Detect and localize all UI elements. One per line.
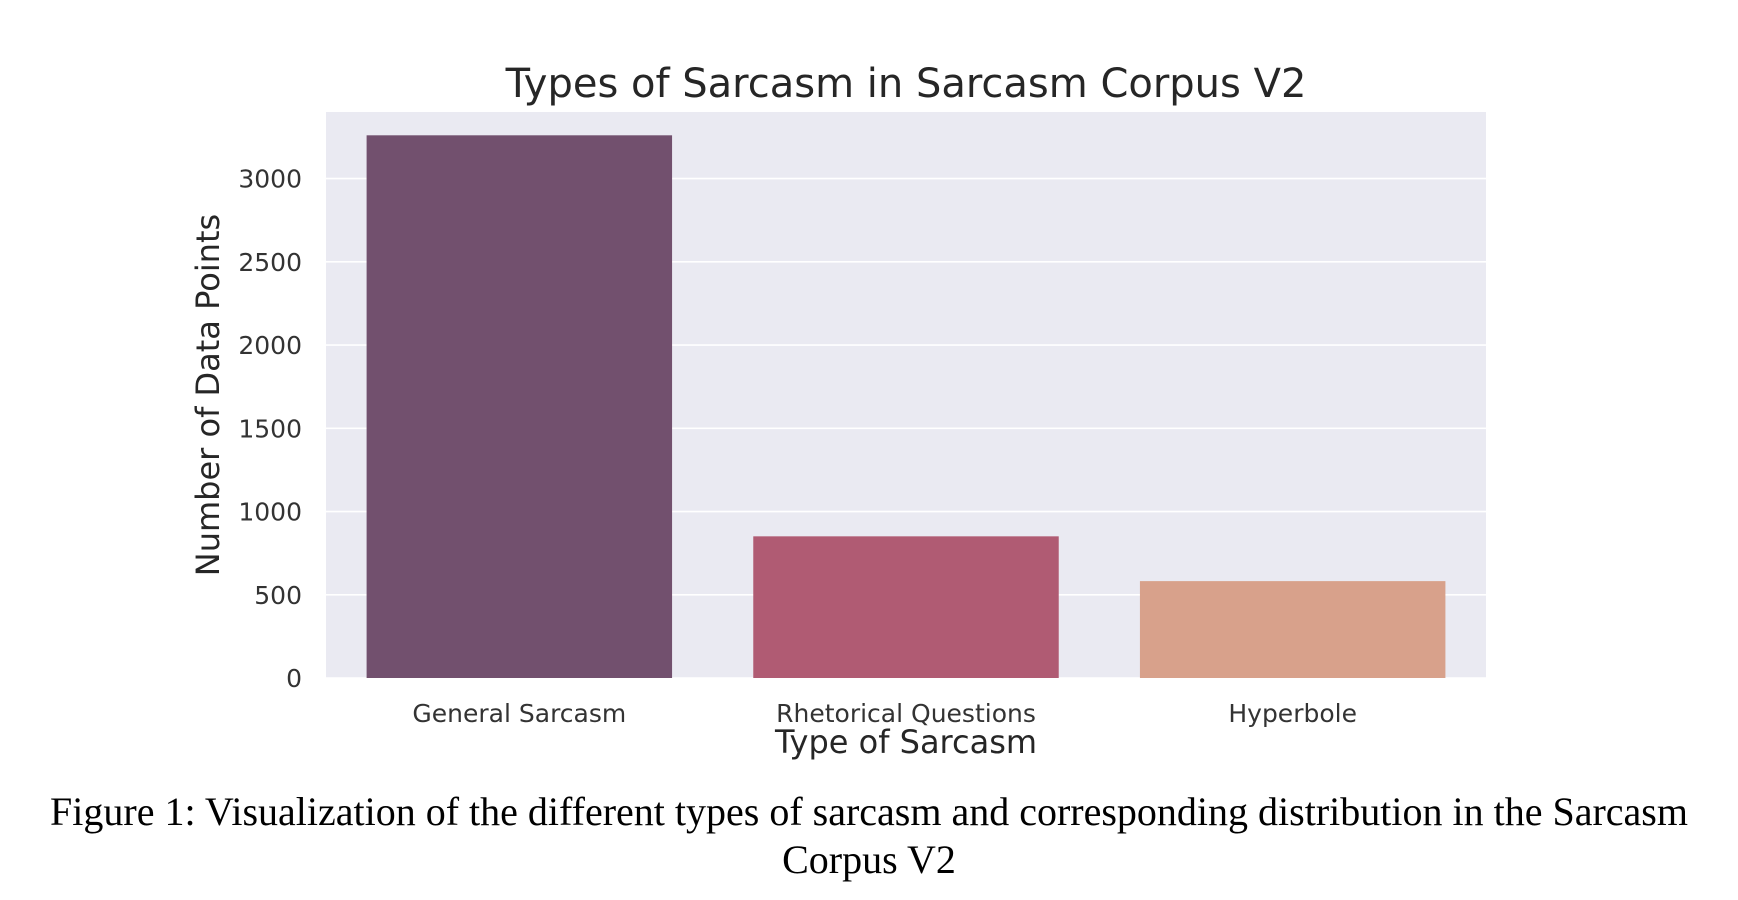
bar-general-sarcasm: [366, 135, 673, 678]
x-tick-label: General Sarcasm: [412, 699, 626, 728]
bars: [366, 135, 1446, 678]
y-tick-label: 500: [254, 581, 302, 610]
bar-chart: 0 500 1000 1500 2000 2500 3000 General Sarcasm…: [189, 61, 1486, 761]
x-tick-label: Rhetorical Questions: [776, 699, 1036, 728]
y-tick-label: 0: [286, 664, 302, 693]
bar-rhetorical-questions: [753, 536, 1059, 678]
y-tick-label: 3000: [238, 165, 302, 194]
figure-caption: Figure 1: Visualization of the different…: [50, 789, 1688, 882]
y-tick-label: 1500: [238, 414, 302, 443]
x-tick-label: Hyperbole: [1228, 699, 1357, 728]
y-tick-label: 2500: [238, 248, 302, 277]
x-tick-labels: General Sarcasm Rhetorical Questions Hyper…: [412, 699, 1357, 728]
y-tick-labels: 0 500 1000 1500 2000 2500 3000: [238, 165, 302, 693]
bar-hyperbole: [1139, 581, 1446, 678]
x-axis-label: Type of Sarcasm: [774, 723, 1037, 761]
y-tick-label: 2000: [238, 331, 302, 360]
y-tick-label: 1000: [238, 498, 302, 527]
chart-title: Types of Sarcasm in Sarcasm Corpus V2: [505, 61, 1307, 107]
y-axis-label: Number of Data Points: [189, 214, 227, 576]
